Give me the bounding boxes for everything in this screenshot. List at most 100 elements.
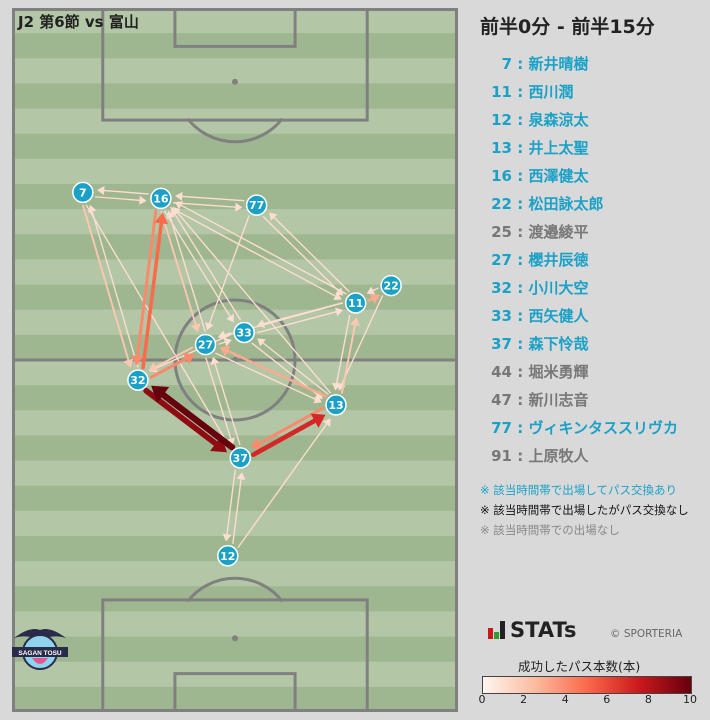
pass-edge [97,186,149,195]
team-logo: SAGAN TOSU [12,629,68,670]
pass-arrowhead [236,472,246,480]
pass-edge [215,352,322,404]
copyright: © SPORTERIA [610,628,683,640]
player-node: 11 [344,292,367,314]
pass-line [208,215,250,325]
pass-line [341,295,384,385]
separator: : [512,251,529,269]
player-node: 13 [325,394,347,416]
pass-arrowhead [183,353,195,365]
player-name: 新井晴樹 [528,55,589,73]
match-title: J2 第6節 vs 富山 [18,13,139,31]
pass-line [367,297,374,302]
separator: : [512,391,529,409]
pass-arrowhead [151,385,170,403]
pass-line [335,314,351,385]
pitch-stripe [12,234,458,260]
player-node: 77 [245,194,268,216]
pass-edge [94,195,147,205]
pass-line [215,352,317,400]
pass-arrowhead [310,413,326,428]
player-node: 33 [233,321,255,344]
color-legend-tick: 10 [683,693,697,706]
player-name: 渡邉綾平 [528,223,589,241]
pass-line [205,357,232,440]
top-goal-area [173,8,297,48]
pass-line [250,418,317,457]
color-legend-tick: 4 [561,693,569,706]
pass-edge [149,353,195,379]
note-not-played: ※ 該当時間帯での出場なし [480,523,620,537]
pitch-stripe [12,561,458,587]
note-played-with-pass: ※ 該当時間帯で出場してパス交換あり [480,483,677,497]
pass-arrowhead [148,362,159,372]
pass-edge [141,212,169,370]
top-penalty-spot [232,78,238,85]
pass-edge [148,346,194,372]
player-node-circle [233,321,255,344]
pass-arrowhead [366,286,376,295]
player-node-label: 11 [348,297,363,310]
color-legend-tick: 6 [603,693,611,706]
pass-line [273,216,350,293]
player-name: 西澤健太 [528,167,589,185]
player-node: 37 [229,447,251,469]
pass-arrowhead [322,418,331,427]
pass-arrowhead [172,206,181,216]
player-name: 西矢健人 [528,307,589,325]
pass-line [237,423,328,548]
pass-line [160,391,236,451]
pass-edge [232,472,246,545]
player-list-item: 13 : 井上太聖 [480,134,678,162]
pass-arrowhead [123,358,134,368]
pass-edge [175,191,245,202]
pass-arrowhead [226,314,234,323]
pass-edge [205,215,250,331]
pass-line [135,209,158,358]
player-name: 森下怜哉 [528,335,589,353]
pass-edge [337,295,384,391]
pass-line [232,478,242,545]
separator: : [512,83,529,101]
player-list-item: 47 : 新川志音 [480,386,678,414]
player-name: 松田詠太郎 [528,195,604,213]
player-node-label: 16 [153,192,169,205]
pass-arrowhead [97,186,105,195]
pitch-area: 7 16 77 22 11 33 27 32 13 37 12 SAGAN TOSU J2 第6節 … [12,8,458,712]
player-number: 27 [491,251,512,269]
pass-arrowhead [313,395,322,404]
pass-arrowhead [226,437,235,446]
separator: : [512,363,529,381]
player-number: 13 [491,139,512,157]
player-node-circle [245,194,268,216]
color-legend-title: 成功したパス本数(本) [518,659,641,674]
pass-network-chart: 7 16 77 22 11 33 27 32 13 37 12 SAGAN TOSU [12,8,458,712]
player-name: 西川潤 [528,83,574,101]
pass-line [149,357,188,379]
pass-line [218,341,226,345]
separator: : [512,419,529,437]
pass-line [223,332,232,336]
side-panel: 前半0分 - 前半15分 7 : 新井晴樹 11 : 西川潤 12 : 泉森涼太 13… [466,0,710,720]
pass-arrowhead [269,212,278,221]
player-node: 32 [127,369,149,391]
player-number: 77 [491,419,512,437]
pass-arrowhead [333,292,342,301]
pitch-stripe [12,209,458,235]
pass-line [85,204,228,443]
player-list-item: 22 : 松田詠太郎 [480,190,678,218]
player-name: 堀米勇輝 [528,363,589,381]
pass-edge [250,413,326,457]
pass-arrowhead [131,355,144,366]
pass-line [174,213,241,321]
pass-line [154,346,194,368]
pass-arrowhead [210,356,220,366]
pass-arrowhead [219,345,231,357]
pass-arrowhead [334,307,344,317]
player-node-label: 13 [328,399,343,412]
pass-arrowhead [335,287,344,296]
pass-line [262,216,339,292]
pass-line [262,342,329,395]
separator: : [512,195,529,213]
player-number: 7 [501,55,512,73]
